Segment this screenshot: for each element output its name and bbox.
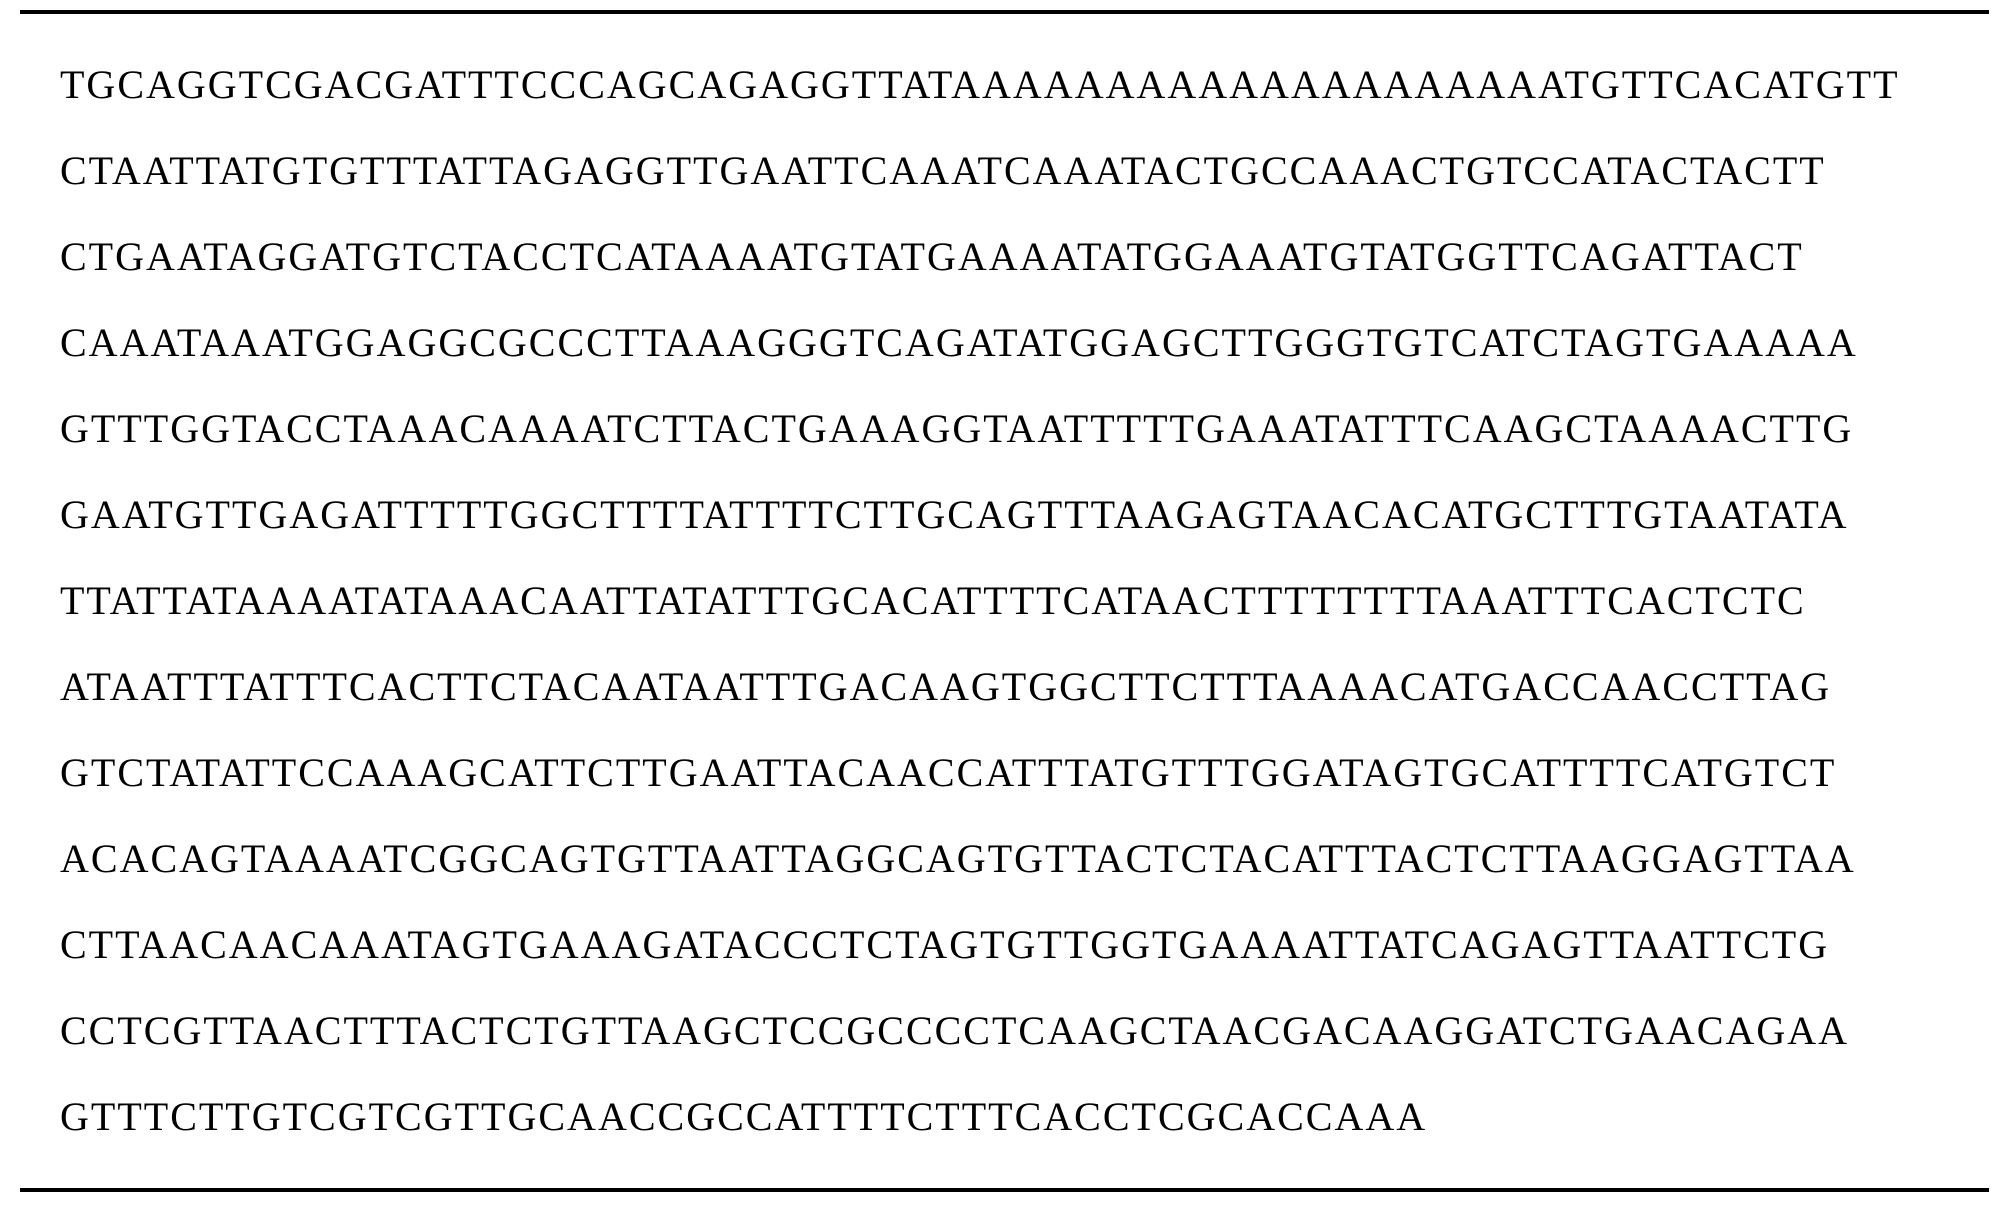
sequence-line: CTAATTATGTGTTTATTAGAGGTTGAATTCAAATCAAATA… [60, 128, 1949, 214]
sequence-line: GTTTCTTGTCGTCGTTGCAACCGCCATTTTCTTTCACCTC… [60, 1074, 1949, 1160]
sequence-line: GTTTGGTACCTAAACAAAATCTTACTGAAAGGTAATTTTT… [60, 386, 1949, 472]
sequence-line: CTGAATAGGATGTCTACCTCATAAAATGTATGAAAATATG… [60, 214, 1949, 300]
dna-sequence-block: TGCAGGTCGACGATTTCCCAGCAGAGGTTATAAAAAAAAA… [20, 10, 1989, 1192]
sequence-line: ACACAGTAAAATCGGCAGTGTTAATTAGGCAGTGTTACTC… [60, 816, 1949, 902]
sequence-line: CTTAACAACAAATAGTGAAAGATACCCTCTAGTGTTGGTG… [60, 902, 1949, 988]
sequence-line: GAATGTTGAGATTTTTGGCTTTTATTTTCTTGCAGTTTAA… [60, 472, 1949, 558]
sequence-line: ATAATTTATTTCACTTCTACAATAATTTGACAAGTGGCTT… [60, 644, 1949, 730]
sequence-line: GTCTATATTCCAAAGCATTCTTGAATTACAACCATTTATG… [60, 730, 1949, 816]
sequence-line: CAAATAAATGGAGGCGCCCTTAAAGGGTCAGATATGGAGC… [60, 300, 1949, 386]
sequence-line: CCTCGTTAACTTTACTCTGTTAAGCTCCGCCCCTCAAGCT… [60, 988, 1949, 1074]
sequence-line: TTATTATAAAATATAAACAATTATATTTGCACATTTTCAT… [60, 558, 1949, 644]
sequence-line: TGCAGGTCGACGATTTCCCAGCAGAGGTTATAAAAAAAAA… [60, 42, 1949, 128]
